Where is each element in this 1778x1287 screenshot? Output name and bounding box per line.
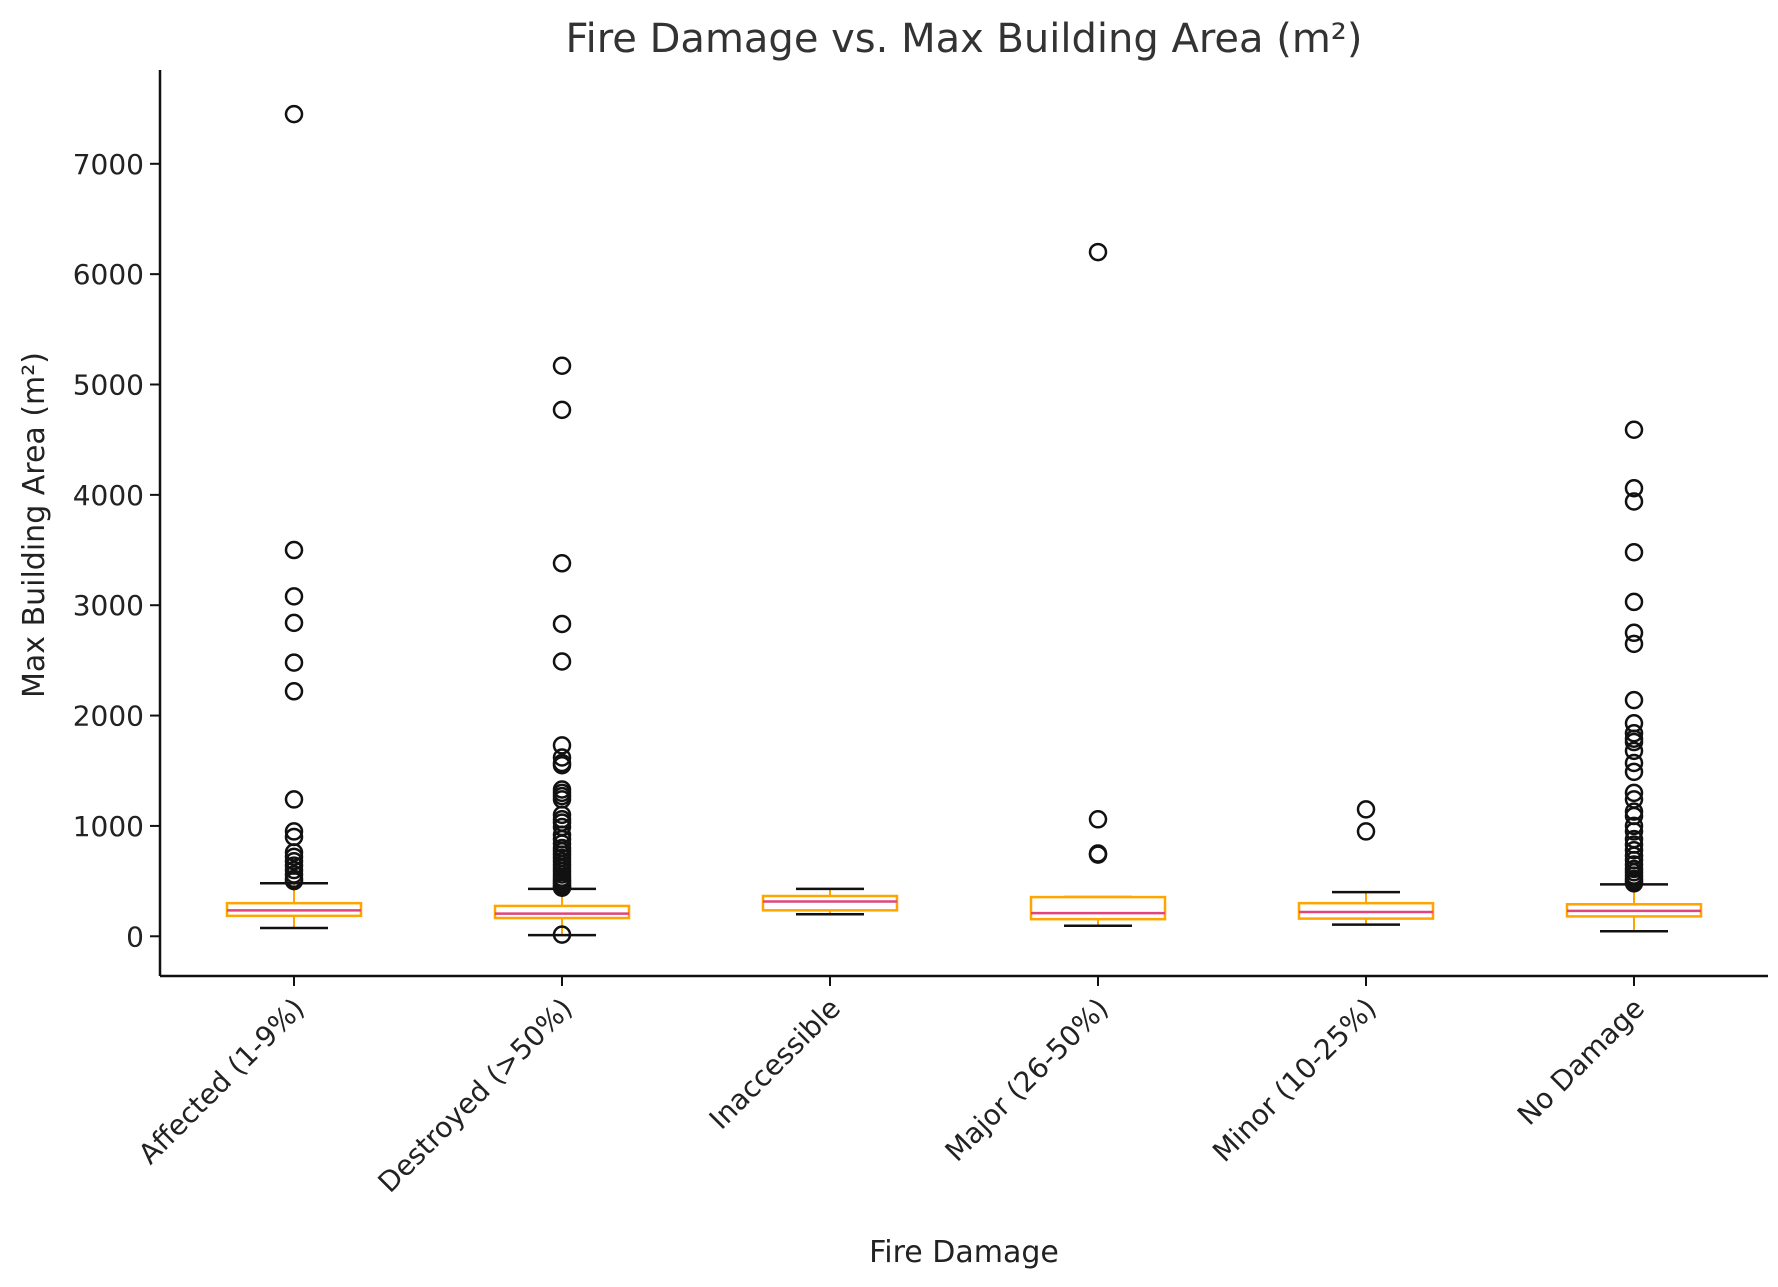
y-tick-label: 1000 [73,810,144,843]
outlier-point [284,540,304,560]
outlier-point [552,878,572,897]
x-axis-label: Fire Damage [869,1235,1059,1270]
iqr-box [493,904,631,920]
outlier-point [284,871,304,891]
outlier-point [1624,732,1644,752]
box-group [493,356,631,944]
y-tick-label: 7000 [73,148,144,181]
outlier-point [284,587,304,606]
outlier-point [284,682,304,701]
chart-title: Fire Damage vs. Max Building Area (m²) [566,16,1363,62]
iqr-box [1029,895,1167,921]
outlier-point [552,400,572,420]
outlier-point [284,104,304,124]
outlier-point [1624,420,1644,440]
y-tick-label: 0 [126,920,144,953]
outlier-point [1624,822,1644,841]
x-tick-label: No Damage [1511,992,1651,1132]
x-tick-label: Major (26-50%) [939,992,1115,1168]
outlier-point [1356,800,1376,819]
outlier-point [1088,845,1108,864]
outlier-point [1356,822,1376,841]
y-tick-label: 4000 [73,479,144,512]
box-group [761,887,899,916]
outlier-point [552,614,572,634]
outlier-point [1624,634,1644,654]
outlier-point [1624,874,1644,893]
x-tick-label: Destroyed (>50%) [371,992,578,1199]
outlier-point [1624,816,1644,836]
outlier-point [1624,741,1644,761]
outlier-point [552,748,572,767]
outlier-point [1624,690,1644,710]
outlier-point [284,822,304,841]
outlier-point [1624,762,1644,782]
box-group [1029,242,1167,928]
outlier-point [552,736,572,755]
box-group [225,104,363,930]
outlier-point [1624,492,1644,511]
x-tick-label: Inaccessible [703,992,847,1136]
outlier-point [1624,783,1644,803]
box-plot-series [225,104,1703,944]
outlier-point [552,925,572,944]
outlier-point [1624,623,1644,643]
y-tick-label: 2000 [73,700,144,733]
box-group [1297,800,1435,926]
outlier-point [1624,723,1644,743]
outlier-point [1624,542,1644,562]
outlier-point [1088,810,1108,829]
y-axis-label: Max Building Area (m²) [17,352,52,698]
box-group [1565,420,1703,933]
y-tick-label: 5000 [73,369,144,402]
outlier-point [1624,592,1644,612]
outlier-point [284,790,304,809]
y-axis-ticks: 0 1000 2000 3000 4000 5000 6000 7000 [73,148,160,953]
x-tick-label: Minor (10-25%) [1206,992,1383,1169]
outlier-point [1088,242,1108,262]
outlier-point [284,613,304,633]
outlier-point [1624,478,1644,498]
y-tick-label: 3000 [73,589,144,622]
x-axis-ticks: Affected (1-9%) Destroyed (>50%) Inaccessi… [132,976,1651,1199]
outlier-point [552,554,572,573]
outlier-point [284,653,304,672]
outlier-point [552,356,572,375]
outlier-point [552,652,572,671]
x-tick-label: Affected (1-9%) [132,992,311,1171]
outlier-point [1624,840,1644,860]
y-tick-label: 6000 [73,258,144,291]
outlier-point [1624,753,1644,773]
outlier-point [552,755,572,775]
iqr-box [761,894,899,912]
